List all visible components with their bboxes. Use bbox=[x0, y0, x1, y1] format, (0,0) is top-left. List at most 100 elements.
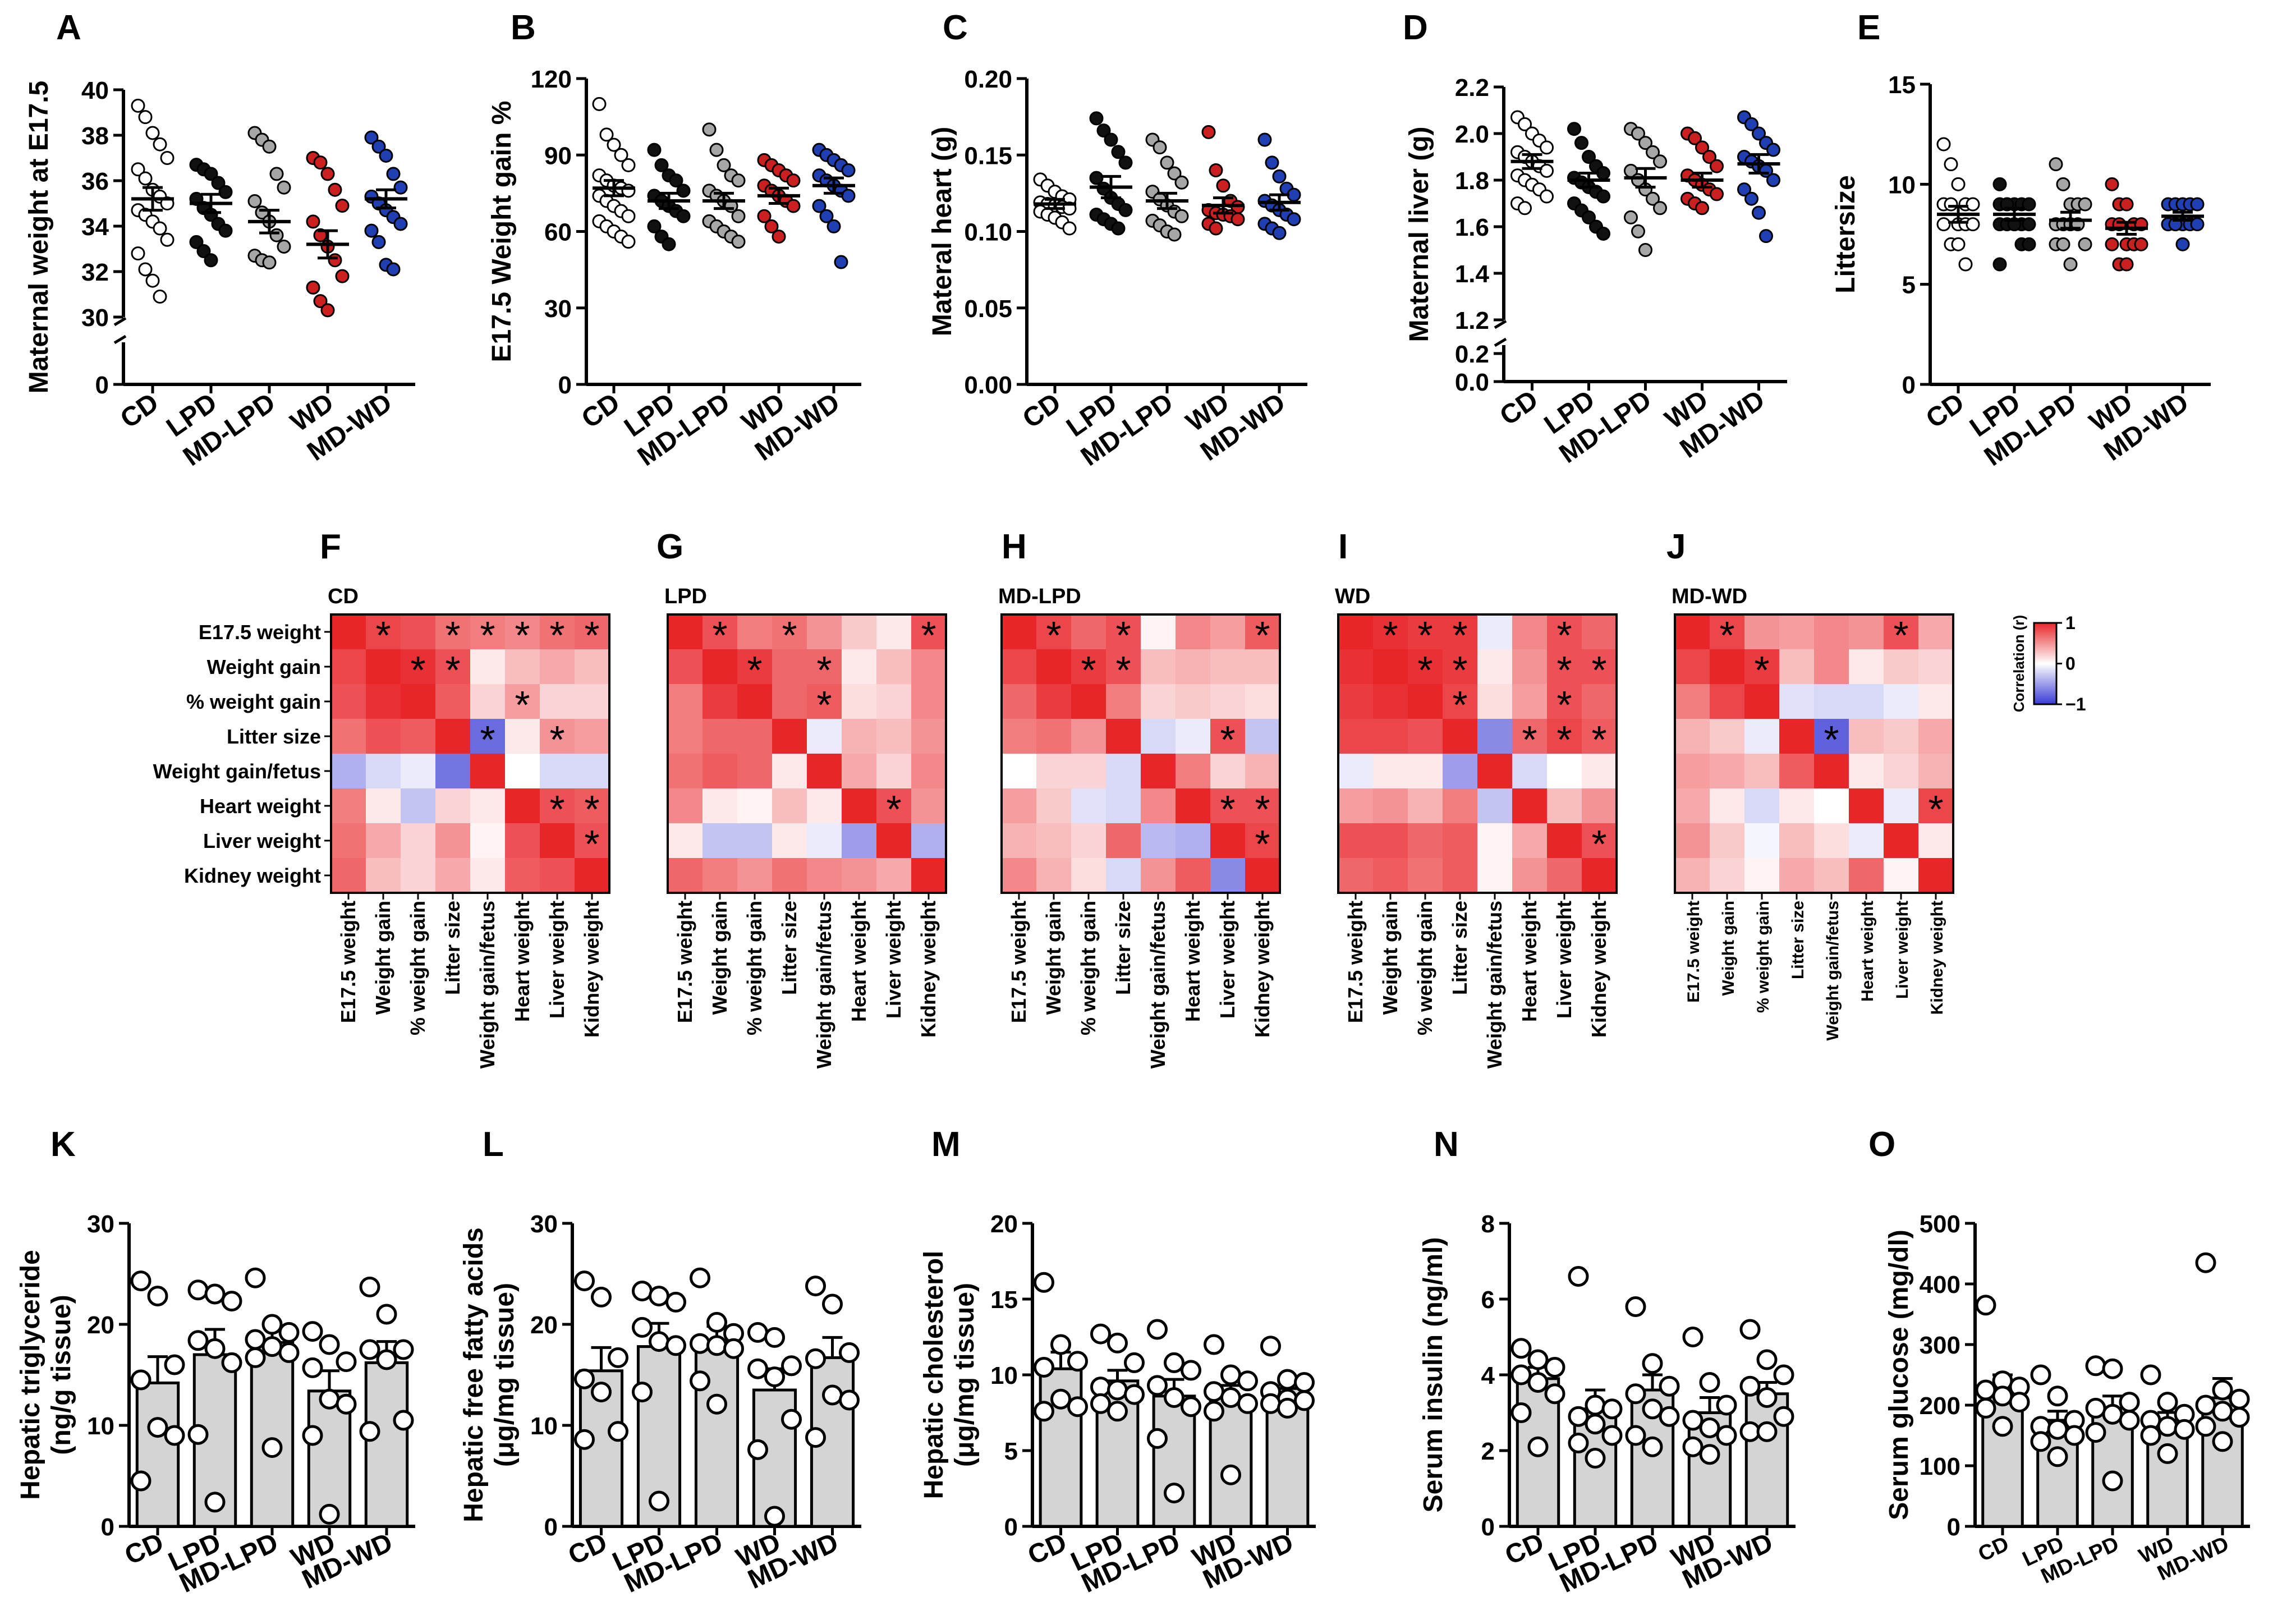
significance-star: * bbox=[549, 613, 564, 657]
data-point bbox=[376, 1349, 397, 1370]
data-point bbox=[359, 1421, 380, 1442]
heatmap-cell bbox=[1779, 754, 1814, 788]
significance-star: * bbox=[515, 683, 530, 727]
data-point bbox=[1544, 1383, 1565, 1405]
heatmap-cell bbox=[1210, 649, 1245, 684]
data-point bbox=[269, 228, 284, 242]
significance-star: * bbox=[1417, 613, 1432, 657]
heatmap-cell bbox=[1002, 719, 1036, 754]
y-tick-label: 36 bbox=[81, 168, 109, 195]
data-point bbox=[145, 273, 160, 288]
heatmap-cell bbox=[1582, 823, 1617, 858]
data-point bbox=[1118, 203, 1133, 217]
data-point bbox=[160, 151, 175, 165]
heatmap-cell bbox=[540, 649, 575, 684]
heatmap-x-label: Heart weight bbox=[1518, 901, 1541, 1022]
data-point bbox=[747, 1358, 768, 1379]
heatmap-cell bbox=[1477, 858, 1512, 893]
data-point bbox=[1631, 224, 1645, 238]
data-point bbox=[2102, 1470, 2123, 1492]
data-point bbox=[386, 167, 401, 181]
data-point bbox=[702, 122, 717, 137]
data-point bbox=[187, 1424, 209, 1445]
data-point bbox=[379, 148, 393, 163]
data-point bbox=[781, 1409, 802, 1430]
data-point bbox=[812, 199, 827, 213]
data-point bbox=[1090, 1323, 1111, 1345]
data-point bbox=[1966, 217, 1980, 232]
heatmap-cell bbox=[1582, 684, 1617, 719]
data-point bbox=[1653, 201, 1667, 215]
heatmap-cell bbox=[1106, 684, 1141, 719]
heatmap-cell bbox=[470, 719, 505, 754]
heatmap-cell bbox=[1176, 684, 1210, 719]
heatmap-cell bbox=[1338, 719, 1373, 754]
data-point bbox=[608, 1347, 628, 1368]
heatmap-cell bbox=[401, 754, 435, 788]
data-point bbox=[1034, 1401, 1054, 1422]
heatmap-cell bbox=[331, 823, 366, 858]
y-axis-label: Hepatic free fatty acids bbox=[459, 1227, 489, 1522]
data-point bbox=[786, 173, 801, 188]
data-point bbox=[328, 253, 342, 268]
y-tick-label: 2.0 bbox=[1455, 121, 1489, 148]
data-point bbox=[1216, 178, 1230, 193]
y-tick-label: 0.00 bbox=[964, 371, 1012, 399]
data-point bbox=[262, 255, 277, 270]
y-axis-label: Serum glucose (mg/dl) bbox=[1884, 1230, 1914, 1520]
heatmap-cell bbox=[401, 823, 435, 858]
y-tick-label: 300 bbox=[1920, 1332, 1960, 1359]
y-tick-label: 20 bbox=[87, 1311, 114, 1339]
data-point bbox=[2190, 217, 2205, 232]
heatmap-cell bbox=[1443, 719, 1477, 754]
panel-F: FCD* * * * * ** *** ** **E17.5 weight Weight gain… bbox=[153, 527, 610, 1068]
data-point bbox=[1744, 191, 1758, 206]
data-point bbox=[187, 1279, 209, 1301]
heatmap-y-label: Heart weight bbox=[200, 795, 321, 818]
significance-star: * bbox=[1417, 648, 1432, 692]
colorbar-bar bbox=[2033, 622, 2058, 705]
heatmap-cell bbox=[702, 858, 737, 893]
data-point bbox=[1766, 143, 1780, 157]
data-point bbox=[574, 1368, 595, 1389]
data-point bbox=[319, 1334, 340, 1355]
heatmap-cell bbox=[1779, 719, 1814, 754]
panel-letter: H bbox=[1002, 527, 1027, 566]
data-point bbox=[1237, 1370, 1258, 1392]
data-point bbox=[319, 1503, 340, 1525]
colorbar: 1 0 −1 Correlation (r) bbox=[2010, 613, 2086, 714]
data-point bbox=[822, 1384, 843, 1406]
data-point bbox=[2102, 1403, 2123, 1425]
data-point bbox=[827, 219, 841, 233]
significance-star: * bbox=[816, 648, 832, 692]
y-tick-label: 0 bbox=[1947, 1513, 1960, 1541]
data-point bbox=[1164, 1483, 1184, 1504]
data-point bbox=[834, 255, 848, 269]
data-point bbox=[1695, 140, 1709, 155]
data-point bbox=[1568, 1266, 1589, 1287]
data-point bbox=[1107, 1332, 1128, 1354]
heatmap-cell bbox=[1675, 719, 1710, 754]
data-point bbox=[706, 1311, 727, 1333]
data-point bbox=[822, 1293, 843, 1315]
data-point bbox=[632, 1316, 653, 1338]
heatmap-cell bbox=[1512, 614, 1547, 649]
heatmap-cell bbox=[1141, 788, 1176, 823]
heatmap-cell bbox=[1245, 614, 1280, 649]
heatmap-cell bbox=[1210, 719, 1245, 754]
axis-break-mark bbox=[113, 316, 127, 345]
data-point bbox=[1167, 227, 1182, 242]
data-point bbox=[1294, 1372, 1315, 1393]
heatmap-cell bbox=[1675, 649, 1710, 684]
data-point bbox=[621, 235, 636, 249]
heatmap-cell bbox=[1002, 614, 1036, 649]
heatmap-cell bbox=[1814, 649, 1849, 684]
data-point bbox=[2022, 237, 2036, 251]
heatmap-x-label: Weight gain bbox=[1719, 901, 1738, 995]
panel-letter: F bbox=[320, 527, 341, 566]
data-point bbox=[647, 143, 662, 157]
data-point bbox=[706, 1335, 727, 1356]
heatmap-cell bbox=[1106, 614, 1141, 649]
heatmap-cell bbox=[1002, 754, 1036, 788]
